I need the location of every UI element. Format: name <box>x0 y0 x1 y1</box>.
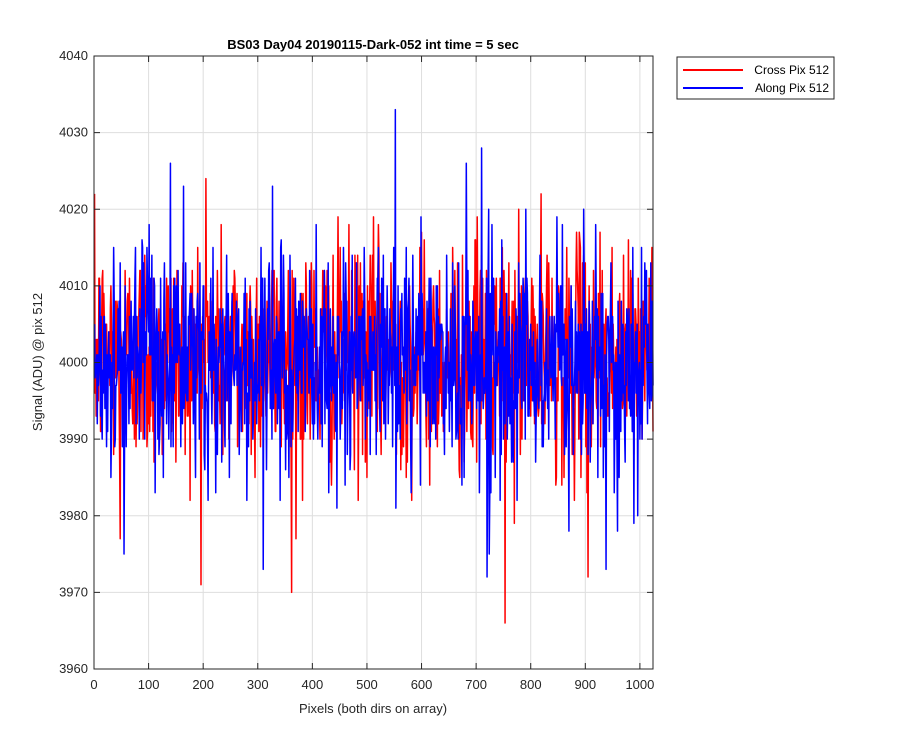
axis-ticks: 0 100 200 300 400 500 600 700 800 900 1000 3960 3970… <box>59 48 654 692</box>
legend-label-cross: Cross Pix 512 <box>754 63 829 77</box>
y-tick-label: 3990 <box>59 431 88 446</box>
x-axis-label: Pixels (both dirs on array) <box>299 701 447 716</box>
y-tick-label: 4010 <box>59 278 88 293</box>
y-axis-label: Signal (ADU) @ pix 512 <box>30 293 45 431</box>
y-tick-label: 3960 <box>59 661 88 676</box>
y-tick-label: 4040 <box>59 48 88 63</box>
legend-box <box>676 56 835 100</box>
x-tick-label: 100 <box>138 677 160 692</box>
series-line-along <box>93 108 654 578</box>
series-lines <box>93 108 654 624</box>
x-tick-label: 500 <box>356 677 378 692</box>
x-tick-label: 0 <box>90 677 97 692</box>
x-tick-label: 700 <box>465 677 487 692</box>
x-tick-label: 600 <box>411 677 433 692</box>
x-tick-label: 800 <box>520 677 542 692</box>
legend: Cross Pix 512 Along Pix 512 <box>676 56 835 100</box>
x-tick-label: 200 <box>192 677 214 692</box>
legend-label-along: Along Pix 512 <box>755 81 829 95</box>
x-tick-label: 900 <box>574 677 596 692</box>
chart-title: BS03 Day04 20190115-Dark-052 int time = … <box>227 37 519 52</box>
y-tick-label: 4020 <box>59 201 88 216</box>
x-tick-label: 1000 <box>625 677 654 692</box>
x-tick-label: 300 <box>247 677 269 692</box>
y-tick-label: 4030 <box>59 125 88 140</box>
y-tick-label: 3980 <box>59 508 88 523</box>
y-tick-label: 3970 <box>59 584 88 599</box>
y-tick-label: 4000 <box>59 355 88 370</box>
x-tick-label: 400 <box>302 677 324 692</box>
